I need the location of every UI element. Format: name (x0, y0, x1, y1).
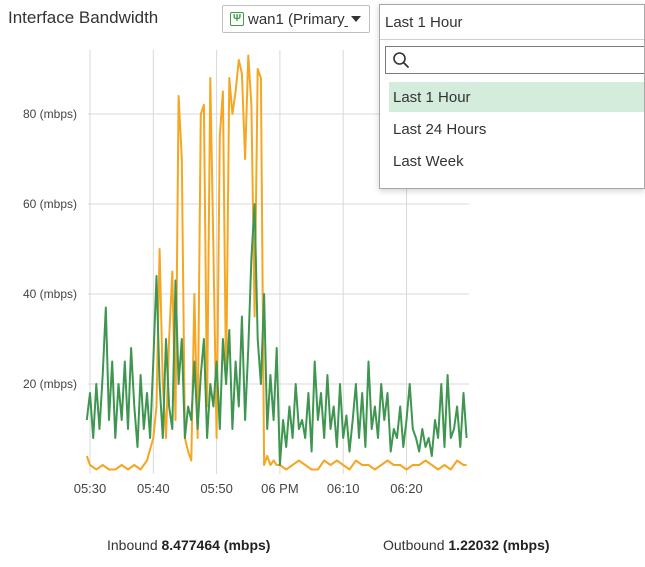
outbound-summary: Outbound 1.22032 (mbps) (383, 537, 550, 553)
outbound-value: 1.22032 (mbps) (448, 537, 550, 553)
time-range-selected-value[interactable]: Last 1 Hour (380, 5, 644, 40)
interface-select-label: wan1 (Primary_ (248, 10, 348, 28)
x-tick-label: 05:30 (74, 481, 107, 496)
series-layer (85, 54, 468, 471)
x-tick-label: 05:50 (200, 481, 233, 496)
dropdown-options-list: Last 1 Hour Last 24 Hours Last Week (380, 82, 644, 176)
inbound-value: 8.477464 (mbps) (161, 537, 271, 553)
inbound-summary: Inbound 8.477464 (mbps) (107, 537, 270, 553)
time-range-option[interactable]: Last 1 Hour (389, 82, 644, 112)
y-tick-label: 20 (mbps) (23, 377, 77, 391)
y-tick-label: 60 (mbps) (23, 197, 77, 211)
inbound-label: Inbound (107, 537, 158, 553)
search-icon (393, 52, 409, 68)
x-axis-ticks: 05:30 05:40 05:50 06 PM 06:10 06:20 (74, 481, 423, 496)
outbound-label: Outbound (383, 537, 445, 553)
time-range-option[interactable]: Last 24 Hours (393, 120, 487, 138)
network-port-icon: Ψ (230, 12, 244, 26)
x-tick-label: 06:10 (327, 481, 360, 496)
y-tick-label: 80 (mbps) (23, 107, 77, 121)
y-tick-label: 40 (mbps) (23, 287, 77, 301)
time-range-option[interactable]: Last Week (393, 152, 464, 170)
x-tick-label: 06:20 (390, 481, 423, 496)
x-tick-label: 05:40 (137, 481, 170, 496)
interface-select[interactable]: Ψ wan1 (Primary_ (222, 5, 370, 33)
caret-down-icon (351, 16, 361, 22)
dropdown-search-field[interactable] (385, 46, 644, 74)
series-line (85, 54, 467, 471)
widget-title: Interface Bandwidth (8, 8, 159, 27)
time-range-dropdown[interactable]: Last 1 Hour Last 1 Hour Last 24 Hours Last… (379, 4, 645, 189)
x-tick-label: 06 PM (261, 481, 299, 496)
y-axis-ticks: 20 (mbps) 40 (mbps) 60 (mbps) 80 (mbps) (23, 107, 77, 391)
series-line (85, 203, 468, 466)
